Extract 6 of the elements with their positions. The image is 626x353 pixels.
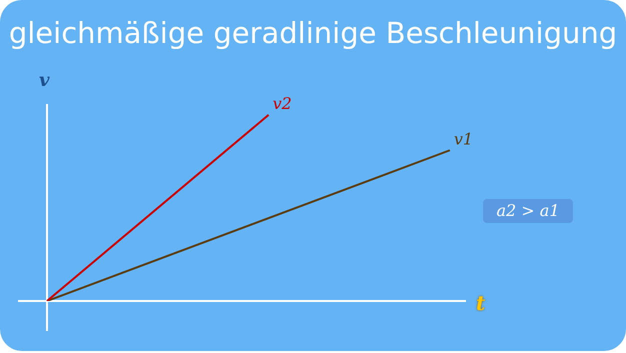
series-label: v2 (272, 94, 292, 114)
series-label: v1 (454, 129, 474, 148)
chart-title: gleichmäßige geradlinige Beschleunigung (8, 16, 618, 50)
y-axis-title: v (39, 70, 50, 91)
text: a2 > a1 (483, 199, 573, 223)
x-axis-title: t (476, 291, 486, 315)
